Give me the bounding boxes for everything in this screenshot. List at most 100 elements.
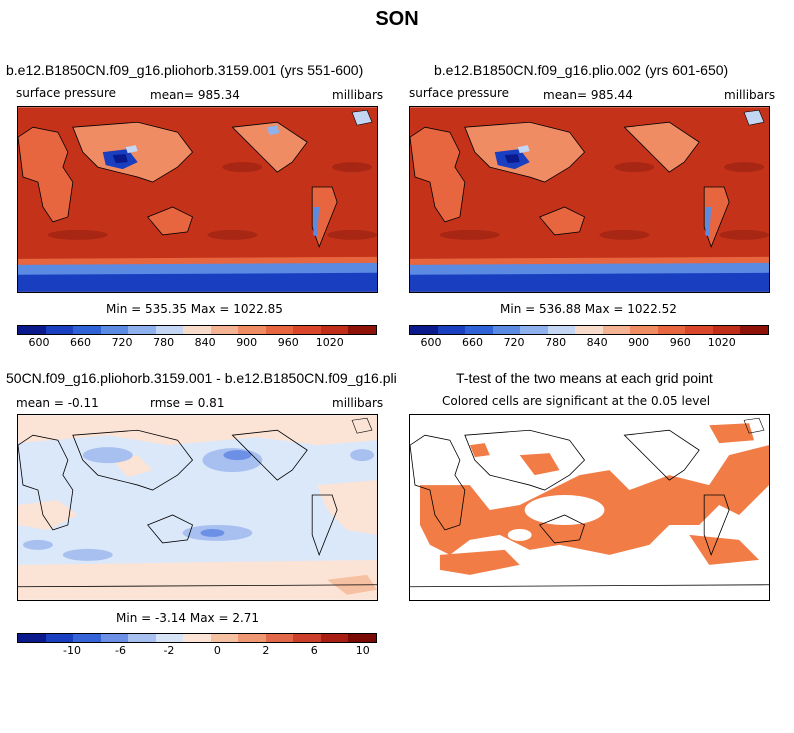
colorbar-tick-label: -10: [63, 644, 81, 657]
panel-units-label-diff: millibars: [332, 396, 384, 410]
colorbar-ticks-case1: 600 660 720 780 840 900 960 1020: [17, 336, 377, 350]
colorbar-swatch: [155, 326, 184, 334]
colorbar-swatch: [45, 326, 74, 334]
colorbar-swatch: [685, 326, 713, 334]
colorbar-swatch: [210, 634, 239, 642]
colorbar-tick-label: 960: [277, 336, 299, 349]
colorbar-swatch: [293, 634, 321, 642]
colorbar-tick-label: 660: [462, 336, 484, 349]
positive-anomaly: [18, 500, 78, 530]
colorbar-swatch: [155, 634, 184, 642]
map-diff: [17, 414, 378, 601]
colorbar-swatch: [437, 326, 466, 334]
colorbar-swatch: [630, 326, 658, 334]
colorbar-tick-label: 900: [236, 336, 258, 349]
panel-mean-label-diff: mean = -0.11: [16, 396, 99, 410]
colorbar-swatch: [320, 326, 349, 334]
south-america-landmass: [703, 186, 730, 249]
map-svg-case2: [410, 107, 769, 292]
greenland-landmass: [351, 109, 373, 126]
high-pressure-cell: [599, 229, 650, 240]
north-america-landmass: [231, 121, 308, 173]
colorbar-tick-label: 660: [70, 336, 92, 349]
map-ttest: [409, 414, 770, 601]
north-america-coastline: [231, 429, 308, 481]
colorbar-tick-label: 600: [420, 336, 442, 349]
south-america-coastline: [703, 494, 730, 557]
colorbar-case2: [409, 325, 769, 335]
colorbar-swatch: [238, 634, 266, 642]
minmax-case2: Min = 536.88 Max = 1022.52: [500, 302, 677, 316]
panel-left-label-case1: surface pressure: [16, 86, 116, 100]
negative-anomaly: [62, 548, 113, 561]
colorbar-swatch: [520, 326, 548, 334]
map-svg-diff: [18, 415, 377, 600]
andes-low-pressure: [313, 206, 320, 237]
antarctic-band: [18, 272, 377, 292]
high-pressure-cell: [719, 229, 769, 240]
colorbar-swatch: [348, 326, 376, 334]
high-pressure-cell: [439, 229, 500, 240]
significant-region: [419, 445, 769, 555]
tibet-low-pressure: [517, 145, 530, 154]
north-america-coastline: [623, 429, 700, 481]
colorbar-swatch: [45, 634, 74, 642]
colorbar-tick-label: 720: [111, 336, 133, 349]
greenland-low-pressure: [267, 125, 280, 136]
panel-units-label-case2: millibars: [724, 88, 776, 102]
colorbar-swatch: [320, 634, 349, 642]
colorbar-swatch: [18, 634, 46, 642]
africa-landmass: [18, 126, 74, 223]
map-svg-ttest: [410, 415, 769, 600]
significant-region: [709, 423, 755, 444]
tibet-low-pressure: [504, 154, 520, 164]
colorbar-swatch: [73, 326, 101, 334]
colorbar-swatch: [740, 326, 768, 334]
colorbar-tick-label: 720: [503, 336, 525, 349]
colorbar-swatch: [100, 326, 129, 334]
colorbar-swatch: [657, 326, 686, 334]
colorbar-swatch: [128, 326, 156, 334]
colorbar-tick-label: -2: [163, 644, 175, 657]
greenland-coastline: [743, 417, 765, 434]
colorbar-swatch: [210, 326, 239, 334]
colorbar-tick-label: 840: [194, 336, 216, 349]
positive-anomaly: [317, 480, 377, 535]
negative-anomaly: [200, 528, 225, 537]
significant-region: [519, 453, 560, 476]
significant-region: [439, 549, 520, 575]
positive-anomaly: [18, 415, 377, 446]
colorbar-tick-label: 0: [213, 644, 221, 657]
colorbar-swatch: [265, 634, 294, 642]
antarctica-coastline: [410, 584, 769, 588]
colorbar-tick-label: 1020: [707, 336, 736, 349]
high-pressure-cell: [327, 229, 377, 240]
africa-coastline: [410, 434, 466, 531]
colorbar-swatch: [465, 326, 493, 334]
panel-subtitle-ttest: Colored cells are significant at the 0.0…: [442, 394, 711, 408]
south-america-coastline: [311, 494, 338, 557]
australia-landmass: [538, 206, 586, 236]
antarctica-coastline: [18, 584, 377, 588]
panel-title-ttest: T-test of the two means at each grid poi…: [456, 370, 713, 386]
colorbar-swatch: [265, 326, 294, 334]
panel-mean-label-case1: mean= 985.34: [150, 88, 240, 102]
negative-anomaly: [82, 447, 133, 464]
colorbar-swatch: [602, 326, 631, 334]
high-pressure-cell: [47, 229, 108, 240]
andes-low-pressure: [705, 206, 712, 237]
map-case1: [17, 106, 378, 293]
colorbar-tick-label: 780: [545, 336, 567, 349]
colorbar-swatch: [183, 634, 211, 642]
colorbar-case1: [17, 325, 377, 335]
colorbar-ticks-case2: 600 660 720 780 840 900 960 1020: [409, 336, 769, 350]
nonsignificant-region: [524, 495, 605, 525]
south-america-landmass: [311, 186, 338, 249]
africa-coastline: [18, 434, 74, 531]
australia-coastline: [146, 514, 194, 544]
greenland-landmass: [743, 109, 765, 126]
high-pressure-cell: [332, 162, 373, 173]
colorbar-swatch: [238, 326, 266, 334]
colorbar-tick-label: 10: [355, 644, 370, 657]
colorbar-swatch: [575, 326, 603, 334]
